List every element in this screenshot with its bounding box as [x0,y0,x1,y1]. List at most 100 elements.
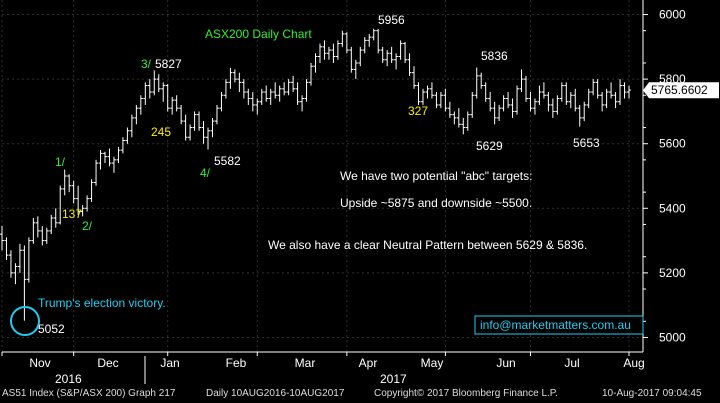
ohlc-bar [147,79,152,99]
ohlc-bar [564,82,569,105]
ohlc-bar [532,98,537,115]
ohlc-bar [389,46,394,63]
wave-label-2: 2/ [82,219,93,233]
contact-box [474,315,644,335]
retrace-label-245: 245 [151,125,171,139]
ohlc-bar [223,79,228,99]
ohlc-bar [403,41,408,63]
ohlc-bar [519,69,524,93]
ohlc-bar [67,174,72,193]
ohlc-bar [214,104,219,125]
ohlc-bar [103,151,108,164]
ohlc-bar [35,216,40,238]
ohlc-bar [582,101,587,122]
ohlc-bar [44,227,49,244]
y-tick-label: 5600 [659,137,686,151]
price-bars [0,28,631,321]
ohlc-bar [26,237,31,283]
wave-label-3: 3/ [141,57,152,71]
ohlc-bar [483,82,488,102]
ohlc-bar [326,46,331,60]
x-tick-label: May [421,356,444,370]
ohlc-bar [107,148,112,167]
ohlc-bar [13,263,18,285]
ohlc-bar [546,92,551,112]
ohlc-bar [219,92,224,112]
ohlc-bar [268,88,273,105]
ohlc-bar [559,82,564,102]
ohlc-bar [170,96,175,115]
wave-label-1: 1/ [55,155,66,169]
ohlc-bar [53,208,58,228]
ohlc-bar [420,88,425,105]
ohlc-bar [232,69,237,83]
contact-email: info@marketmatters.com.au [480,318,631,332]
ohlc-bar [438,92,443,109]
ohlc-bar [443,88,448,112]
ohlc-bar [317,43,322,63]
footer-security: AS51 Index (S&P/ASX 200) Graph 217 [2,388,176,399]
ohlc-bar [8,250,13,278]
ohlc-bar [510,98,515,118]
ohlc-bar [622,82,627,99]
ohlc-bar [335,40,340,60]
ohlc-bar [541,82,546,99]
ohlc-bar [568,92,573,109]
ohlc-bar [188,124,193,141]
ohlc-bar [31,217,36,244]
ohlc-bar [17,243,22,273]
ohlc-bar [192,111,197,131]
ohlc-bar [591,79,596,96]
ohlc-bar [138,95,143,115]
retrace-label-327: 327 [408,104,428,118]
ohlc-bar [116,146,121,164]
commentary-line-3: We also have a clear Neutral Pattern bet… [268,238,587,252]
ohlc-bar [604,88,609,109]
ohlc-bar [197,111,202,131]
ohlc-bar [528,92,533,112]
ohlc-bar [156,74,161,93]
ohlc-bar [129,114,134,138]
last-price-label: 5765.6602 [651,83,708,97]
ohlc-bar [111,156,116,173]
ohlc-bar [492,101,497,125]
ohlc-bar [165,83,170,112]
ohlc-bar [506,92,511,109]
ohlc-bar [465,111,470,131]
last-price-box [643,82,719,99]
ohlc-bar [183,114,188,141]
ohlc-bar [300,95,305,112]
ohlc-bar [49,214,54,235]
ohlc-bar [89,179,94,202]
ohlc-bar [362,37,367,54]
footer-range: Daily 10AUG2016-10AUG2017 [206,388,345,399]
x-tick-label: Jan [160,356,179,370]
ohlc-bar [85,195,90,212]
ohlc-bar [277,85,282,102]
ohlc-bar [125,127,130,144]
chart-title: ASX200 Daily Chart [205,27,312,41]
price-label-5052: 5052 [38,322,65,336]
ohlc-bar [618,79,623,105]
ohlc-bar [228,67,233,89]
ohlc-bar [286,79,291,96]
x-tick-label: Aug [623,356,644,370]
ohlc-bar [259,88,264,105]
ohlc-bar [313,53,318,73]
x-tick-label: Feb [226,356,247,370]
ohlc-bar [515,85,520,115]
ohlc-bar [76,185,81,215]
commentary-line-2: Upside ~5875 and downside ~5500. [340,196,532,210]
price-label-5653: 5653 [573,136,600,150]
ohlc-bar [309,62,314,86]
x-tick-label: Apr [359,356,378,370]
ohlc-bar [474,67,479,99]
ohlc-bar [470,92,475,118]
ohlc-bar [479,72,484,89]
ohlc-bar [80,205,85,217]
ohlc-bar [210,117,215,138]
election-label: Trump's election victory. [38,296,166,310]
ohlc-bar [452,111,457,125]
